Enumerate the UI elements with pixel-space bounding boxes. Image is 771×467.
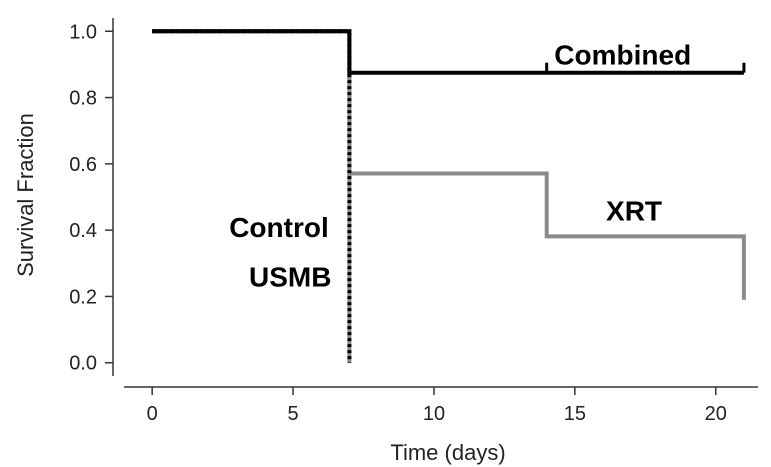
y-tick-label: 0.4 [69,220,97,242]
series-line-usmb [152,29,352,363]
x-tick-label: 20 [705,403,727,425]
x-tick-label: 0 [147,403,158,425]
ticks: 0.0 0.2 0.4 0.6 0.8 1.0 0 5 10 15 20 [69,21,727,425]
y-axis-title: Survival Fraction [13,113,38,277]
series-labels: Combined XRT Control USMB [229,39,691,292]
series-label-combined: Combined [554,39,691,70]
y-tick-label: 0.8 [69,88,97,110]
x-tick-label: 5 [288,403,299,425]
x-tick-label: 10 [423,403,445,425]
x-axis-title: Time (days) [390,440,505,465]
y-tick-label: 1.0 [69,21,97,43]
y-tick-label: 0.0 [69,353,97,375]
series-label-usmb: USMB [249,262,331,293]
series-label-xrt: XRT [606,195,662,226]
series-lines [152,29,746,363]
y-tick-label: 0.2 [69,286,97,308]
y-tick-label: 0.6 [69,154,97,176]
series-line-control [152,29,352,363]
axes [112,18,758,388]
x-tick-label: 15 [564,403,586,425]
series-label-control: Control [229,212,329,243]
series-line-combined [152,29,744,75]
